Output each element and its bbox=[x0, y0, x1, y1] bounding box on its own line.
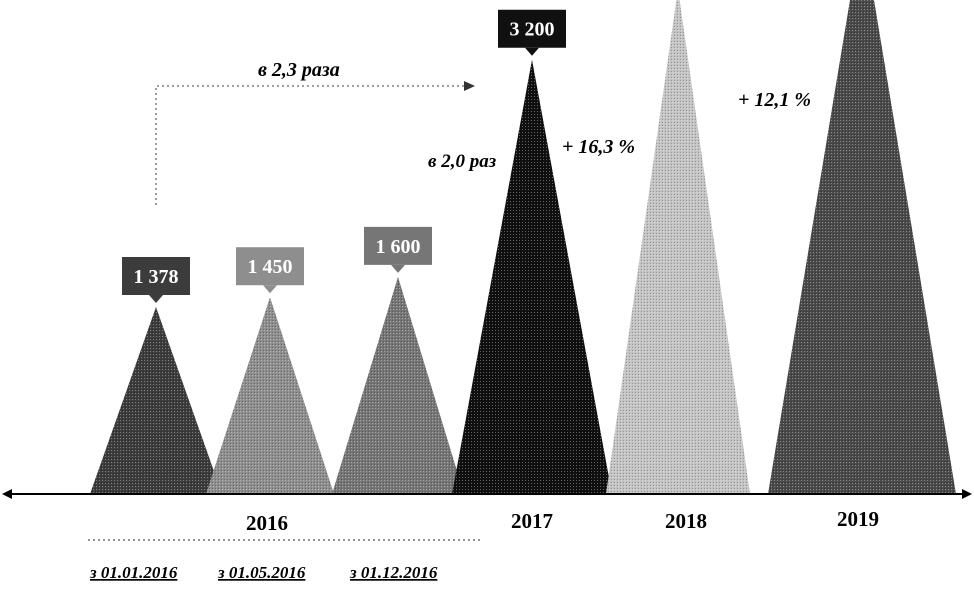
peak-bar-texture-6 bbox=[768, 0, 956, 494]
x-group-label-2019: 2019 bbox=[837, 507, 879, 531]
value-label-pointer-2 bbox=[263, 285, 277, 294]
annotation-growth-12-1: + 12,1 % bbox=[738, 89, 811, 111]
peak-bar-texture-5 bbox=[606, 0, 750, 494]
x-axis-right-arrow bbox=[962, 489, 972, 499]
peak-bar-texture-1 bbox=[90, 307, 222, 494]
value-label-pointer-1 bbox=[149, 295, 163, 303]
annotation-growth-2-0: в 2,0 раз bbox=[428, 151, 497, 172]
value-label-box-3 bbox=[364, 226, 432, 265]
peak-bar-texture-3 bbox=[332, 276, 464, 494]
annotation-growth-16-3: + 16,3 % bbox=[562, 136, 635, 158]
subperiod-label-jan: з 01.01.2016 bbox=[89, 563, 178, 582]
value-label-box-4 bbox=[498, 9, 566, 48]
peak-bar-texture-4 bbox=[452, 59, 612, 494]
value-label-pointer-4 bbox=[525, 47, 539, 56]
x-group-label-2016: 2016 bbox=[246, 511, 288, 535]
chart-peaks bbox=[90, 0, 956, 494]
growth-arrow-line bbox=[155, 85, 464, 205]
value-label-box-1 bbox=[122, 257, 190, 295]
value-label-2: 1 450 bbox=[248, 256, 293, 278]
x-group-label-2017: 2017 bbox=[511, 509, 553, 533]
annotation-growth-2-3: в 2,3 раза bbox=[258, 59, 340, 81]
subperiod-label-may: з 01.05.2016 bbox=[217, 563, 306, 582]
peak-bar-texture-2 bbox=[206, 297, 334, 494]
subperiod-label-dec: з 01.12.2016 bbox=[349, 563, 438, 582]
value-label-box-2 bbox=[236, 247, 304, 286]
value-label-3: 1 600 bbox=[376, 236, 421, 258]
value-label-pointer-3 bbox=[391, 264, 405, 273]
value-label-1: 1 378 bbox=[134, 266, 179, 288]
growth-arrow-head bbox=[464, 81, 475, 91]
value-label-4: 3 200 bbox=[510, 19, 555, 41]
x-group-label-2018: 2018 bbox=[665, 509, 707, 533]
x-axis-left-arrow bbox=[2, 489, 12, 499]
